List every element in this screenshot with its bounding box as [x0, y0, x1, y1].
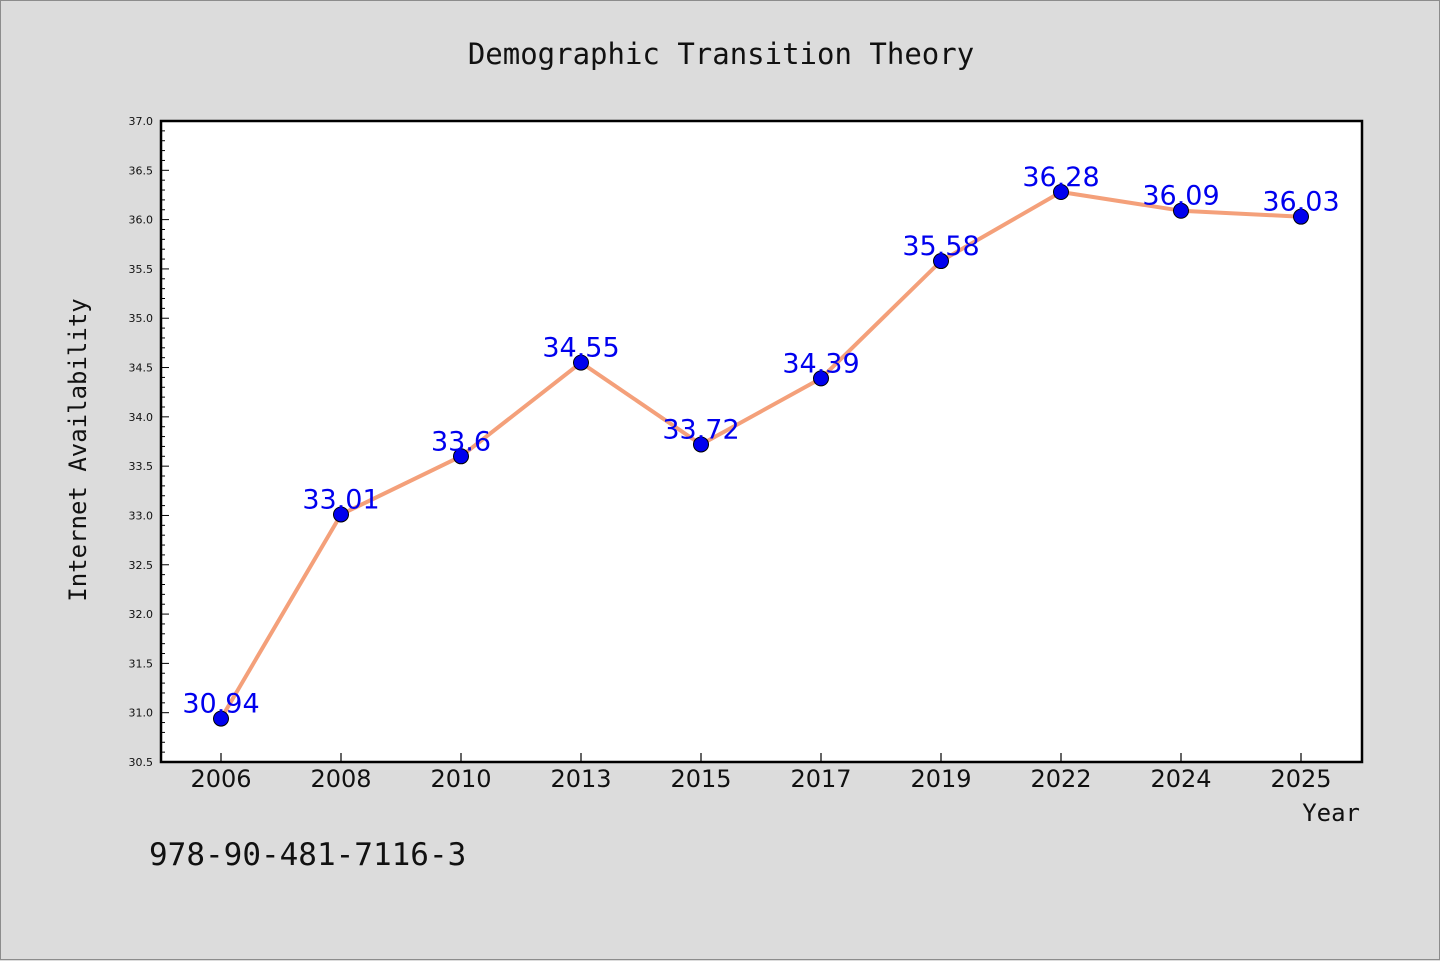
x-tick-label: 2024	[1150, 765, 1211, 793]
data-point	[933, 253, 949, 270]
data-point	[573, 354, 589, 371]
y-axis-label: Internet Availability	[64, 298, 92, 601]
plot-area	[159, 119, 1364, 764]
data-point	[453, 448, 469, 465]
x-tick-label: 2013	[550, 765, 611, 793]
data-point	[813, 370, 829, 387]
data-label: 30.94	[182, 689, 259, 720]
data-label: 36.03	[1262, 187, 1339, 218]
data-label: 36.28	[1022, 162, 1099, 193]
x-tick-label: 2019	[910, 765, 971, 793]
y-axis: 30.5 31.0 31.5 32.0 32.5 33.0 33.5 34.0 34.5 35.0…	[129, 115, 169, 769]
data-point	[333, 506, 349, 523]
y-tick-label: 36.0	[129, 214, 154, 227]
y-tick-label: 33.0	[129, 509, 154, 522]
y-tick-label: 31.5	[129, 657, 154, 670]
y-tick-label: 35.0	[129, 312, 154, 325]
data-label: 33.72	[662, 414, 739, 445]
y-tick-label: 33.5	[129, 460, 154, 473]
y-tick-label: 34.5	[129, 362, 154, 375]
data-point	[693, 436, 709, 453]
data-point	[1053, 184, 1069, 201]
data-point	[1173, 202, 1189, 219]
data-labels: 30.94 33.01 33.6 34.55 33.72 34.39 35.58 36.28 3…	[182, 162, 1339, 720]
data-point	[1293, 208, 1309, 225]
data-label: 34.55	[542, 333, 619, 364]
x-axis-label: Year	[1302, 799, 1360, 827]
series-markers	[213, 184, 1309, 727]
y-tick-label: 31.0	[129, 707, 154, 720]
x-tick-label: 2008	[310, 765, 371, 793]
data-label: 33.6	[431, 426, 491, 457]
y-tick-label: 37.0	[129, 115, 154, 128]
x-axis: 2006 2008 2010 2013 2015 2017 2019 2022 2024 2025	[190, 753, 1332, 793]
x-tick-label: 2025	[1270, 765, 1331, 793]
y-tick-label: 32.0	[129, 608, 154, 621]
x-tick-label: 2015	[670, 765, 731, 793]
x-tick-label: 2022	[1030, 765, 1091, 793]
y-tick-label: 30.5	[129, 756, 154, 769]
data-label: 33.01	[302, 484, 379, 515]
data-label: 35.58	[902, 231, 979, 262]
x-tick-label: 2010	[430, 765, 491, 793]
y-tick-label: 32.5	[129, 559, 154, 572]
x-tick-label: 2006	[190, 765, 251, 793]
y-tick-label: 35.5	[129, 263, 154, 276]
series-line	[219, 190, 1303, 721]
chart-title: Demographic Transition Theory	[468, 37, 974, 71]
data-point	[213, 710, 229, 727]
isbn-annotation: 978-90-481-7116-3	[149, 837, 466, 873]
y-tick-label: 36.5	[129, 164, 154, 177]
y-tick-label: 34.0	[129, 411, 154, 424]
x-tick-label: 2017	[790, 765, 851, 793]
data-label: 34.39	[782, 348, 859, 379]
data-label: 36.09	[1142, 181, 1219, 212]
